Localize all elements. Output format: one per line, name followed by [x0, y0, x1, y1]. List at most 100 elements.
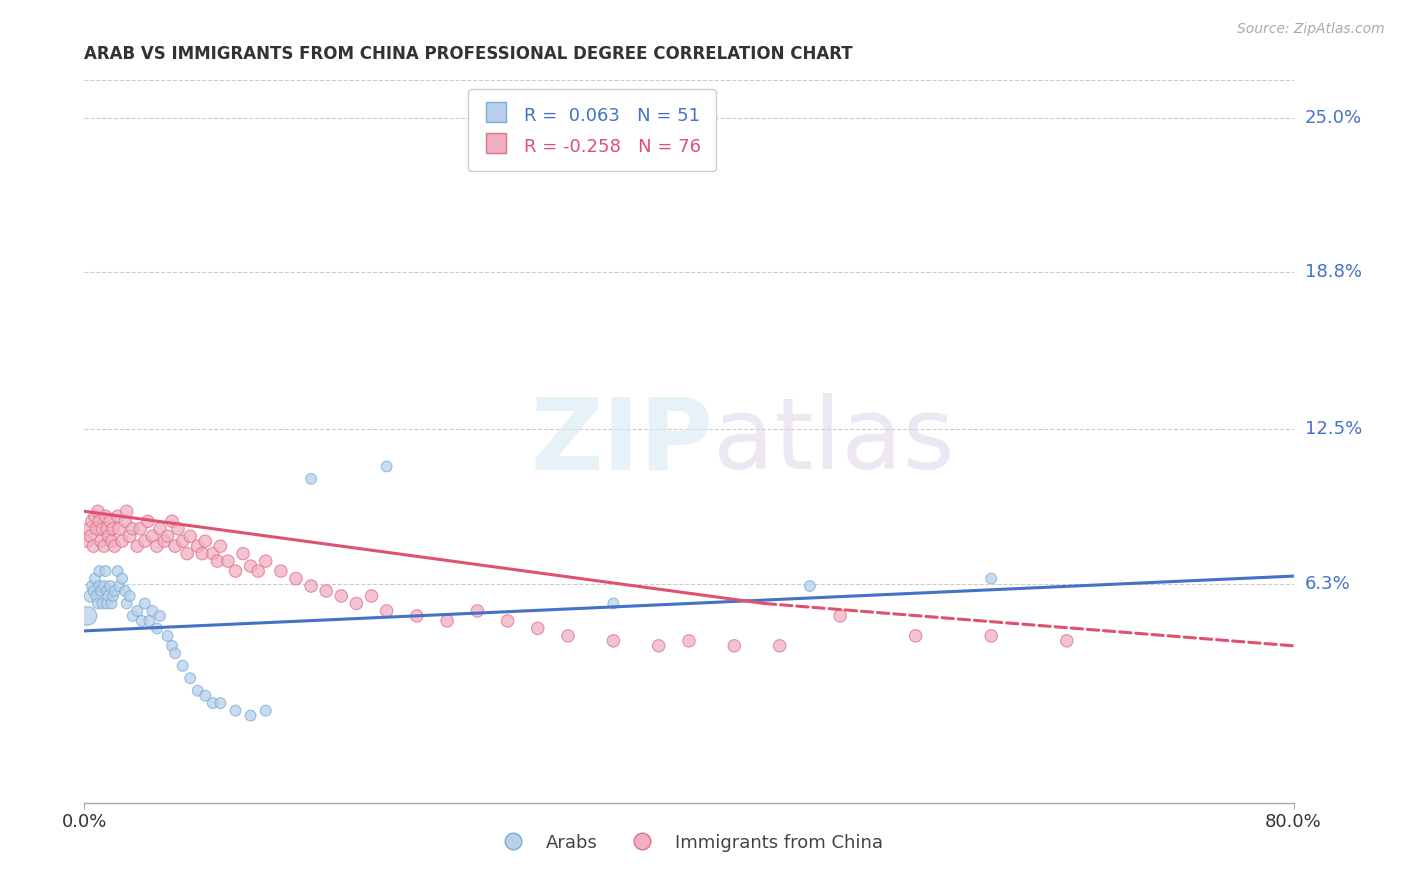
Point [93, 539, 115, 553]
Point [89, 564, 111, 578]
Point [127, 604, 149, 618]
Point [904, 629, 927, 643]
Point [315, 584, 337, 599]
Point [153, 534, 176, 549]
Point [346, 597, 368, 611]
Point [108, 522, 131, 536]
Point [225, 704, 247, 718]
Point [160, 514, 183, 528]
Point [191, 547, 214, 561]
Point [980, 572, 1002, 586]
Point [247, 564, 270, 578]
Point [121, 522, 143, 536]
Point [557, 629, 579, 643]
Point [141, 604, 163, 618]
Point [96, 522, 118, 536]
Point [146, 539, 169, 553]
Point [254, 704, 277, 718]
Point [76, 534, 98, 549]
Point [648, 639, 671, 653]
Point [98, 579, 121, 593]
Point [97, 529, 120, 543]
Point [141, 529, 163, 543]
Point [406, 609, 429, 624]
Point [79, 529, 101, 543]
Point [138, 614, 160, 628]
Point [187, 539, 209, 553]
Point [239, 559, 262, 574]
Point [167, 522, 190, 536]
Point [86, 522, 108, 536]
Point [107, 509, 129, 524]
Point [156, 629, 179, 643]
Text: atlas: atlas [713, 393, 955, 490]
Point [100, 534, 122, 549]
Legend: Arabs, Immigrants from China: Arabs, Immigrants from China [488, 826, 890, 859]
Point [496, 614, 519, 628]
Point [723, 639, 745, 653]
Point [131, 614, 153, 628]
Point [89, 579, 111, 593]
Point [134, 597, 156, 611]
Point [254, 554, 277, 568]
Point [79, 589, 101, 603]
Point [115, 597, 138, 611]
Point [172, 658, 194, 673]
Point [89, 514, 111, 528]
Point [285, 572, 308, 586]
Point [678, 633, 700, 648]
Point [527, 621, 550, 635]
Point [100, 597, 122, 611]
Point [97, 589, 120, 603]
Point [149, 522, 172, 536]
Point [980, 629, 1002, 643]
Point [101, 522, 124, 536]
Point [82, 584, 104, 599]
Point [270, 564, 292, 578]
Point [176, 547, 198, 561]
Point [239, 708, 262, 723]
Point [299, 579, 322, 593]
Point [80, 579, 103, 593]
Point [209, 539, 232, 553]
Point [209, 696, 232, 710]
Point [94, 564, 117, 578]
Point [118, 589, 141, 603]
Point [87, 597, 110, 611]
Point [436, 614, 458, 628]
Point [330, 589, 353, 603]
Point [201, 547, 224, 561]
Point [830, 609, 852, 624]
Point [90, 584, 112, 599]
Point [96, 597, 118, 611]
Point [108, 579, 131, 593]
Text: ARAB VS IMMIGRANTS FROM CHINA PROFESSIONAL DEGREE CORRELATION CHART: ARAB VS IMMIGRANTS FROM CHINA PROFESSION… [84, 45, 853, 63]
Point [799, 579, 821, 593]
Point [149, 609, 172, 624]
Point [299, 472, 322, 486]
Text: ZIP: ZIP [530, 393, 713, 490]
Point [115, 504, 138, 518]
Point [160, 639, 183, 653]
Point [101, 589, 124, 603]
Point [156, 529, 179, 543]
Point [114, 514, 136, 528]
Point [127, 539, 149, 553]
Point [90, 534, 112, 549]
Point [80, 514, 103, 528]
Point [129, 522, 152, 536]
Point [84, 509, 107, 524]
Text: 6.3%: 6.3% [1305, 574, 1350, 592]
Text: Source: ZipAtlas.com: Source: ZipAtlas.com [1237, 22, 1385, 37]
Text: 12.5%: 12.5% [1305, 420, 1362, 438]
Point [136, 514, 159, 528]
Point [194, 689, 217, 703]
Point [187, 683, 209, 698]
Point [82, 539, 104, 553]
Point [104, 539, 127, 553]
Point [179, 671, 201, 685]
Point [172, 534, 194, 549]
Point [225, 564, 247, 578]
Point [96, 584, 118, 599]
Point [91, 597, 114, 611]
